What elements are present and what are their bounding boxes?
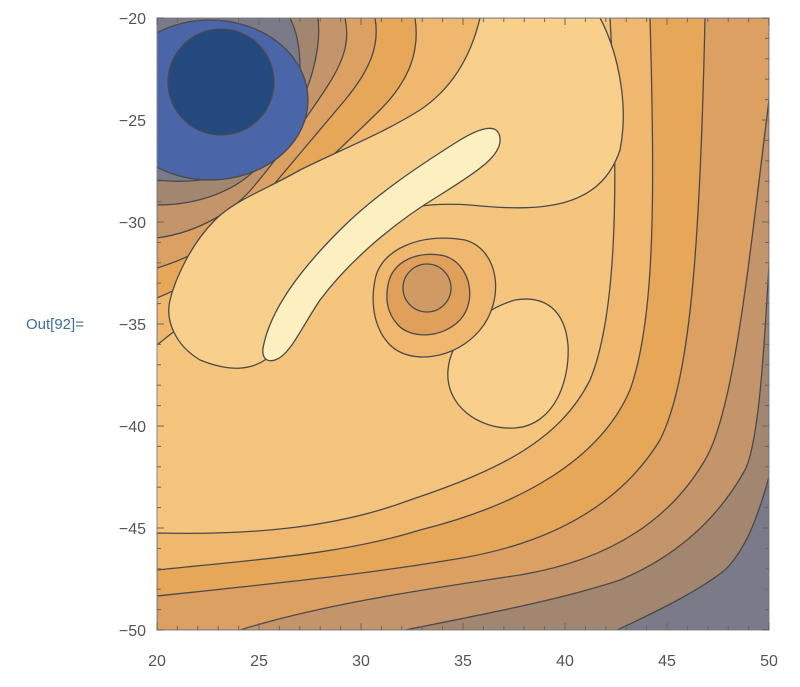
y-tick-label: −20 <box>119 11 146 28</box>
x-tick-label: 30 <box>352 653 370 670</box>
y-tick-label: −35 <box>119 317 146 334</box>
x-tick-label: 45 <box>658 653 676 670</box>
y-tick-label: −50 <box>119 623 146 640</box>
axis-ticks <box>156 17 770 631</box>
x-tick-label: 20 <box>148 653 166 670</box>
band-ul-min <box>167 28 275 136</box>
y-tick-labels: −20 −25 −30 −35 −40 −45 −50 <box>119 11 146 640</box>
x-tick-label: 50 <box>760 653 778 670</box>
band-br-6 <box>616 476 769 630</box>
x-tick-label: 25 <box>250 653 268 670</box>
y-tick-label: −45 <box>119 521 146 538</box>
x-tick-label: 40 <box>556 653 574 670</box>
band-br-2 <box>157 18 769 630</box>
y-tick-label: −40 <box>119 419 146 436</box>
band-ridge <box>262 127 501 362</box>
y-tick-label: −25 <box>119 113 146 130</box>
output-cell-label: Out[92]= <box>26 316 84 333</box>
x-tick-label: 35 <box>454 653 472 670</box>
y-tick-label: −30 <box>119 215 146 232</box>
x-tick-labels: 20 25 30 35 40 45 50 <box>148 653 778 670</box>
contour-bands <box>157 18 769 630</box>
band-dip-min <box>402 263 452 313</box>
